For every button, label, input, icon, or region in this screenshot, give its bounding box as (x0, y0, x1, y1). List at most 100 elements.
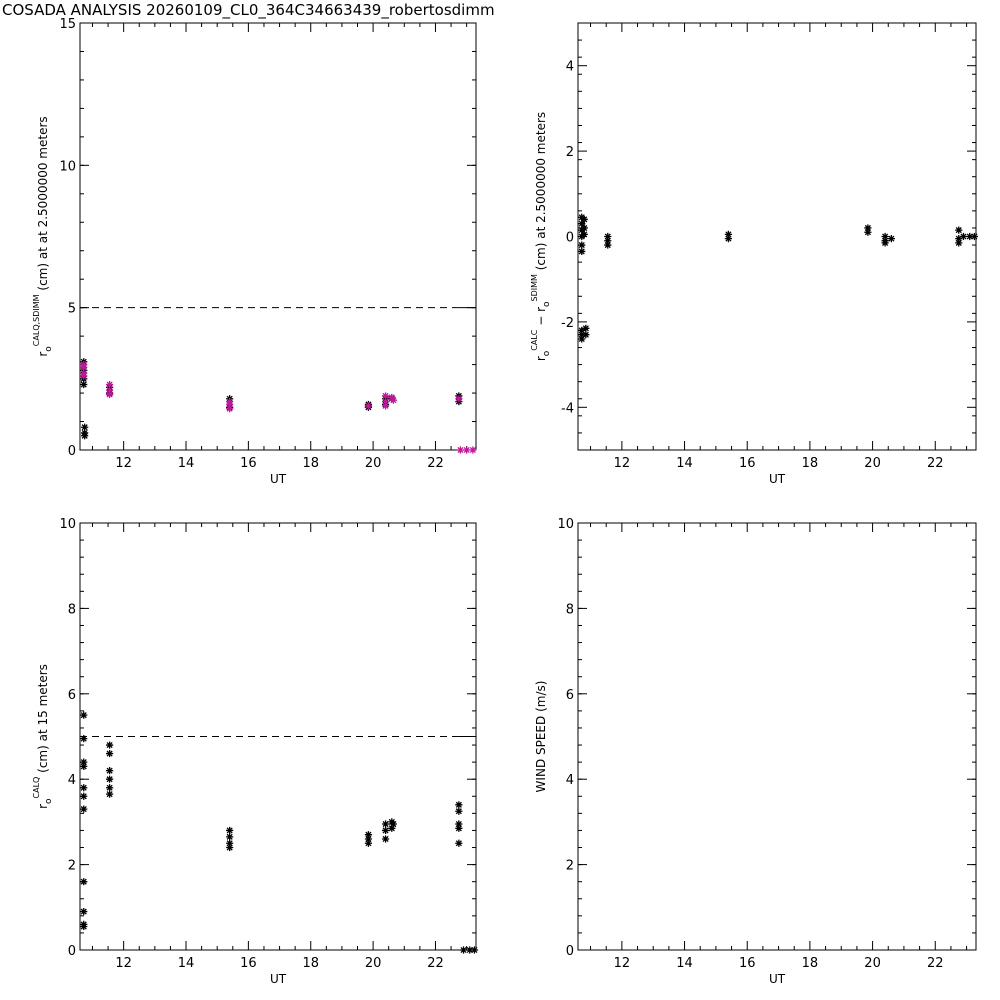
y-label-sup: CALQ,SDIMM (32, 294, 41, 346)
x-tick-label: 18 (302, 956, 319, 971)
data-point (364, 831, 373, 839)
y-tick-label: 6 (68, 688, 76, 703)
data-point (578, 335, 586, 343)
x-tick-label: 12 (614, 456, 631, 471)
data-point (455, 820, 463, 828)
data-point (106, 386, 114, 394)
data-point (80, 711, 88, 719)
series-2 (80, 361, 477, 454)
x-axis-label: UT (769, 972, 786, 986)
data-point (381, 392, 390, 400)
data-point (580, 215, 588, 224)
data-point (80, 758, 88, 766)
data-point (381, 398, 390, 406)
data-point (81, 432, 89, 440)
x-tick-label: 16 (739, 956, 756, 971)
y-tick-label: 8 (68, 602, 76, 617)
data-point (959, 232, 968, 241)
data-point (226, 833, 234, 841)
data-point (80, 380, 88, 389)
y-tick-label: 2 (566, 145, 574, 160)
figure-title: COSADA ANALYSIS 20260109_CL0_364C3466343… (2, 1, 495, 19)
data-point (106, 741, 114, 749)
series-1 (578, 213, 979, 343)
y-label-r: r (36, 804, 50, 809)
data-point (106, 775, 114, 783)
data-point (106, 380, 114, 389)
y-label-sup: CALQ (32, 777, 41, 799)
y-label-r: r (534, 356, 548, 361)
data-point (955, 226, 963, 234)
x-axis-label: UT (270, 472, 287, 486)
data-point (80, 735, 88, 743)
y-tick-label: 15 (59, 17, 76, 32)
data-point (881, 232, 889, 241)
y-label-sub: o (44, 798, 54, 804)
data-point (455, 807, 463, 815)
data-point (364, 839, 373, 847)
y-axis-label: roCALC − roSDIMM (cm) at 2.5000000 meter… (530, 112, 552, 361)
x-tick-label: 14 (676, 956, 693, 971)
chart-panel-1: 12 14 16 18 20 22 0 5 10 15 UT roCALQ,SDIMM (cm) at… (32, 17, 477, 486)
data-point (724, 235, 733, 243)
y-tick-label: 2 (566, 859, 574, 874)
y-label-rest: (cm) at at 2.5000000 meters (36, 116, 50, 294)
x-tick-label: 16 (240, 956, 257, 971)
data-point (226, 405, 234, 413)
data-point (80, 762, 88, 770)
data-point (455, 801, 463, 809)
data-point (459, 946, 468, 954)
y-tick-label: 4 (566, 773, 574, 788)
y-tick-label: 0 (68, 444, 76, 459)
data-point (106, 749, 114, 758)
data-point (389, 820, 397, 828)
data-point (80, 907, 88, 916)
x-tick-label: 12 (614, 956, 631, 971)
plot-frame (577, 22, 977, 451)
x-tick-label: 12 (115, 456, 132, 471)
y-label-sup2: SDIMM (530, 274, 539, 302)
y-tick-label: 4 (68, 773, 76, 788)
data-point (364, 402, 373, 410)
x-tick-label: 16 (739, 456, 756, 471)
y-tick-label: 10 (557, 517, 574, 532)
y-tick-label: 10 (59, 517, 76, 532)
data-point (578, 247, 586, 256)
data-point (388, 824, 396, 832)
y-label-rest: (cm) at 15 meters (36, 664, 50, 777)
data-point (469, 446, 477, 454)
data-point (106, 790, 114, 798)
data-point (389, 396, 397, 404)
y-label-r2: r (534, 307, 548, 312)
data-point (80, 805, 88, 813)
series-1 (80, 358, 463, 440)
y-axis-label: roCALQ,SDIMM (cm) at at 2.5000000 meters (32, 116, 54, 356)
data-point (970, 232, 979, 241)
data-point (578, 331, 586, 339)
data-point (80, 784, 88, 792)
data-point (381, 835, 390, 843)
data-point (364, 835, 373, 843)
y-tick-label: 6 (566, 688, 574, 703)
data-point (106, 784, 114, 792)
data-point (955, 239, 963, 247)
data-point (381, 826, 390, 835)
data-point (578, 326, 586, 335)
y-tick-label: -2 (561, 316, 574, 331)
x-tick-label: 20 (864, 956, 881, 971)
data-point (81, 423, 89, 431)
data-point (106, 767, 114, 775)
data-point (80, 363, 88, 372)
y-axis-label: roCALQ (cm) at 15 meters (32, 664, 54, 809)
x-tick-label: 18 (302, 456, 319, 471)
y-tick-label: 0 (566, 231, 574, 246)
data-point (864, 228, 872, 236)
x-tick-label: 22 (427, 956, 444, 971)
x-axis-label: UT (769, 472, 786, 486)
data-point (381, 820, 390, 828)
data-point (455, 839, 463, 847)
data-point (578, 241, 586, 249)
data-point (455, 395, 463, 403)
